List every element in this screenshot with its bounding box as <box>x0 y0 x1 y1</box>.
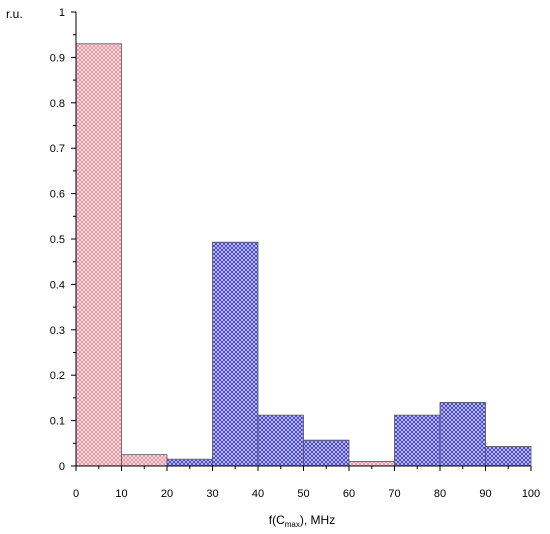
x-tick-label: 100 <box>522 488 540 500</box>
bar-series2-bin-80-90 <box>439 402 486 467</box>
x-axis-title-suffix: ), MHz <box>300 513 335 527</box>
bar-series1-bin-0-10 <box>75 43 122 467</box>
y-tick-label: 0.8 <box>50 98 65 110</box>
bar-series2-bin-70-80 <box>394 414 441 467</box>
y-tick-label: 0.3 <box>50 325 65 337</box>
bar-series2-bin-90-100 <box>485 446 532 467</box>
y-tick-label: 0 <box>59 461 65 473</box>
bar-series2-bin-50-60 <box>303 439 350 467</box>
y-tick-label: 0.4 <box>50 279 65 291</box>
x-tick-label: 0 <box>73 488 79 500</box>
x-tick-label: 80 <box>434 488 446 500</box>
x-axis-title-subscript: max <box>285 520 300 529</box>
bar-series2-bin-40-50 <box>257 414 304 467</box>
x-tick-label: 10 <box>115 488 127 500</box>
bar-series2-bin-30-40 <box>212 241 259 467</box>
y-tick-label: 0.2 <box>50 370 65 382</box>
x-tick-label: 20 <box>161 488 173 500</box>
x-tick-label: 40 <box>252 488 264 500</box>
bar-series1-bin-60-70 <box>348 461 395 467</box>
y-tick-label: 0.6 <box>50 189 65 201</box>
y-axis-title: r.u. <box>6 7 23 21</box>
bar-series1-bin-10-20 <box>121 454 168 467</box>
x-tick-label: 50 <box>297 488 309 500</box>
y-tick-label: 0.1 <box>50 416 65 428</box>
x-tick-label: 70 <box>388 488 400 500</box>
x-axis-title-prefix: f(C <box>269 513 285 527</box>
x-axis-title: f(Cmax), MHz <box>269 513 335 529</box>
y-tick-label: 1 <box>59 7 65 19</box>
x-tick-label: 90 <box>479 488 491 500</box>
x-tick-label: 60 <box>343 488 355 500</box>
y-tick-label: 0.5 <box>50 234 65 246</box>
axes-layer: 00.10.20.30.40.50.60.70.80.910 10 20 30 40 50… <box>50 7 540 500</box>
y-tick-label: 0.9 <box>50 52 65 64</box>
y-tick-label: 0.7 <box>50 143 65 155</box>
bars-layer <box>75 43 532 467</box>
bar-series2-bin-20-30 <box>166 458 213 467</box>
x-tick-label: 30 <box>206 488 218 500</box>
